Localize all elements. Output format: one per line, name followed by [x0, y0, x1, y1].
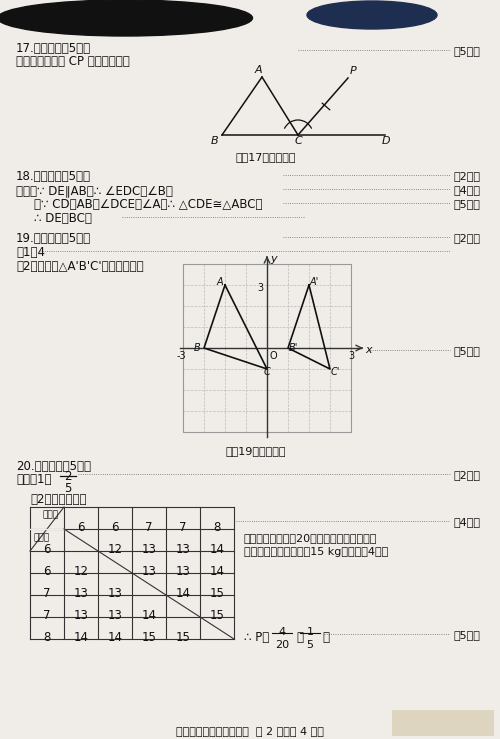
Text: （2分）: （2分） [453, 171, 480, 181]
Text: （2分）: （2分） [453, 233, 480, 243]
Text: 14: 14 [210, 565, 224, 578]
Text: x: x [365, 345, 372, 355]
Text: 由列表可知，共有20种等可能的结果，其中: 由列表可知，共有20种等可能的结果，其中 [244, 533, 378, 543]
Text: （5分）: （5分） [453, 630, 480, 640]
Text: C: C [264, 367, 270, 377]
Text: （第17题答案图）: （第17题答案图） [235, 152, 296, 162]
Text: 6: 6 [44, 543, 51, 556]
Text: （第19题答案图）: （第19题答案图） [225, 446, 286, 456]
Text: 12: 12 [108, 543, 122, 556]
Text: 7: 7 [44, 587, 51, 600]
Text: 7: 7 [145, 521, 153, 534]
Text: MXQE.COM: MXQE.COM [420, 724, 467, 734]
Text: 13: 13 [142, 543, 156, 556]
Text: 13: 13 [74, 587, 88, 600]
Text: C': C' [330, 367, 340, 377]
Text: （2分）: （2分） [453, 470, 480, 480]
Ellipse shape [0, 0, 252, 36]
Text: ．: ． [322, 631, 329, 644]
Text: B': B' [288, 343, 298, 353]
Text: 答案圈: 答案圈 [435, 715, 451, 723]
Text: 第二个: 第二个 [42, 510, 58, 519]
Text: ＝: ＝ [296, 631, 303, 644]
Text: 8: 8 [214, 521, 220, 534]
Text: 20: 20 [275, 640, 289, 650]
Text: A: A [216, 277, 224, 287]
Text: （2）如图，△A'B'C'即为所求作．: （2）如图，△A'B'C'即为所求作． [16, 260, 144, 273]
Text: O: O [270, 351, 278, 361]
Text: 7: 7 [44, 609, 51, 622]
Text: 19.（本题满分5分）: 19.（本题满分5分） [16, 232, 91, 245]
Text: B: B [211, 136, 218, 146]
Text: 13: 13 [142, 565, 156, 578]
Text: -3: -3 [176, 351, 186, 361]
Text: （2）列表如下：: （2）列表如下： [30, 493, 86, 506]
Text: 14: 14 [108, 631, 122, 644]
Text: 6: 6 [77, 521, 85, 534]
Text: 13: 13 [108, 609, 122, 622]
Text: 解：如图，射线 CP 即为所求作．: 解：如图，射线 CP 即为所求作． [16, 55, 130, 68]
Text: ∴ P＝: ∴ P＝ [244, 631, 269, 644]
Text: A': A' [310, 277, 318, 287]
Text: 15: 15 [210, 609, 224, 622]
Text: 7: 7 [179, 521, 187, 534]
Text: B: B [194, 343, 200, 353]
Text: 两个西瓜的重量之和为15 kg的结果有4种．: 两个西瓜的重量之和为15 kg的结果有4种． [244, 547, 388, 557]
Text: 13: 13 [176, 543, 190, 556]
Text: 14: 14 [210, 543, 224, 556]
Text: C: C [295, 136, 303, 146]
Text: （4分）: （4分） [453, 185, 480, 195]
Text: （5分）: （5分） [453, 46, 480, 56]
Text: （5分）: （5分） [453, 346, 480, 356]
Text: （5分）: （5分） [453, 199, 480, 209]
Text: y: y [270, 254, 276, 264]
Text: 5: 5 [306, 640, 314, 650]
Text: 4: 4 [278, 627, 285, 637]
Text: 6: 6 [111, 521, 119, 534]
Text: 20.（本题满分5分）: 20.（本题满分5分） [16, 460, 91, 473]
FancyBboxPatch shape [392, 710, 494, 736]
Text: 13: 13 [176, 565, 190, 578]
Text: 5: 5 [64, 482, 71, 495]
Text: A: A [255, 65, 262, 75]
Text: 1: 1 [306, 627, 314, 637]
Text: 数学参考答案及评分标准  第 2 页（共 4 页）: 数学参考答案及评分标准 第 2 页（共 4 页） [176, 726, 324, 736]
Text: 证明：∵ DE∥AB，∴ ∠EDC＝∠B．: 证明：∵ DE∥AB，∴ ∠EDC＝∠B． [16, 184, 173, 197]
Text: 解：（1）: 解：（1） [16, 473, 52, 486]
Text: 13: 13 [74, 609, 88, 622]
Text: 18.（本题满分5分）: 18.（本题满分5分） [16, 170, 91, 183]
Text: 3: 3 [257, 283, 263, 293]
Text: D: D [382, 136, 390, 146]
Text: 第一个: 第一个 [34, 533, 50, 542]
Text: （1）4: （1）4 [16, 246, 45, 259]
Text: 15: 15 [176, 631, 190, 644]
Text: （4分）: （4分） [453, 517, 480, 527]
Text: ∴ DE＝BC．: ∴ DE＝BC． [34, 212, 92, 225]
Text: 17.（本题满分5分）: 17.（本题满分5分） [16, 42, 91, 55]
Ellipse shape [307, 1, 437, 29]
Text: 14: 14 [74, 631, 88, 644]
Text: 3: 3 [348, 351, 354, 361]
Text: 14: 14 [142, 609, 156, 622]
Text: 15: 15 [142, 631, 156, 644]
Text: 14: 14 [176, 587, 190, 600]
Text: 12: 12 [74, 565, 88, 578]
Text: 15: 15 [210, 587, 224, 600]
Text: 8: 8 [44, 631, 51, 644]
Text: 又∵ CD＝AB，∠DCE＝∠A，∴ △CDE≅△ABC．: 又∵ CD＝AB，∠DCE＝∠A，∴ △CDE≅△ABC． [34, 198, 262, 211]
Text: 13: 13 [108, 587, 122, 600]
Text: 2: 2 [64, 470, 72, 483]
Text: 6: 6 [44, 565, 51, 578]
Text: P: P [350, 66, 357, 76]
